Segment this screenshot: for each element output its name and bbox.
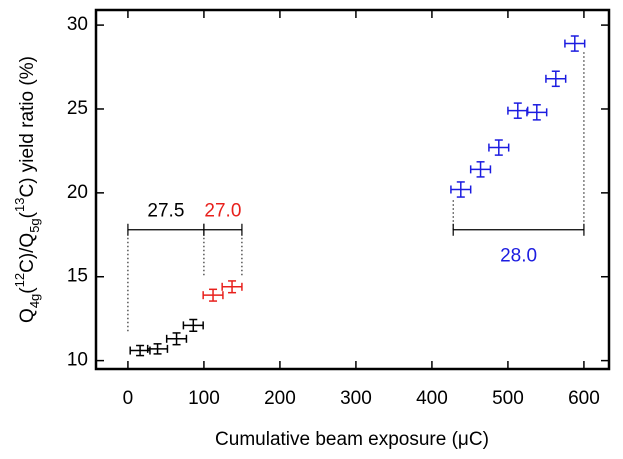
annotation-label: 27.0	[204, 200, 241, 221]
y-axis-label-part: 13	[12, 198, 27, 212]
y-axis-label-part: (	[17, 211, 38, 218]
y-axis-label-part: C) yield ratio (%)	[17, 56, 38, 197]
y-axis-label-part: 4g	[27, 294, 42, 308]
data-point	[202, 288, 224, 302]
plot-frame	[94, 8, 611, 371]
y-tick-label: 30	[67, 14, 88, 35]
annotation-label: 27.5	[147, 200, 184, 221]
y-tick-label: 10	[67, 350, 88, 371]
y-tick-label: 20	[67, 182, 88, 203]
data-point	[129, 344, 151, 357]
annotation-label: 28.0	[500, 246, 537, 267]
x-axis-label: Cumulative beam exposure (μC)	[215, 429, 489, 450]
y-axis-label-part: 5g	[27, 218, 42, 232]
data-point	[165, 332, 188, 346]
x-tick-label: 500	[492, 388, 524, 409]
y-axis-label-part: C)/Q	[17, 233, 38, 273]
data-point	[564, 35, 586, 52]
data-point	[469, 161, 492, 178]
x-tick-label: 400	[416, 388, 448, 409]
data-point	[221, 280, 243, 294]
data-point	[450, 181, 472, 198]
x-tick-label: 100	[188, 388, 220, 409]
data-point	[146, 343, 169, 355]
y-tick-label: 25	[67, 98, 88, 119]
y-tick-label: 15	[67, 266, 88, 287]
y-axis-label: Q4g(12C)/Q5g(13C) yield ratio (%)	[12, 56, 42, 323]
y-axis-label-part: 12	[12, 273, 27, 287]
data-point	[545, 70, 567, 88]
data-point	[507, 102, 529, 119]
x-tick-label: 200	[264, 388, 296, 409]
y-axis-label-part: (	[17, 287, 38, 294]
x-tick-label: 300	[340, 388, 372, 409]
x-tick-label: 600	[568, 388, 600, 409]
data-point	[488, 139, 510, 156]
y-axis-label-part: Q	[17, 308, 38, 323]
data-point	[526, 104, 548, 121]
x-tick-label: 0	[123, 388, 134, 409]
data-point	[182, 318, 204, 333]
